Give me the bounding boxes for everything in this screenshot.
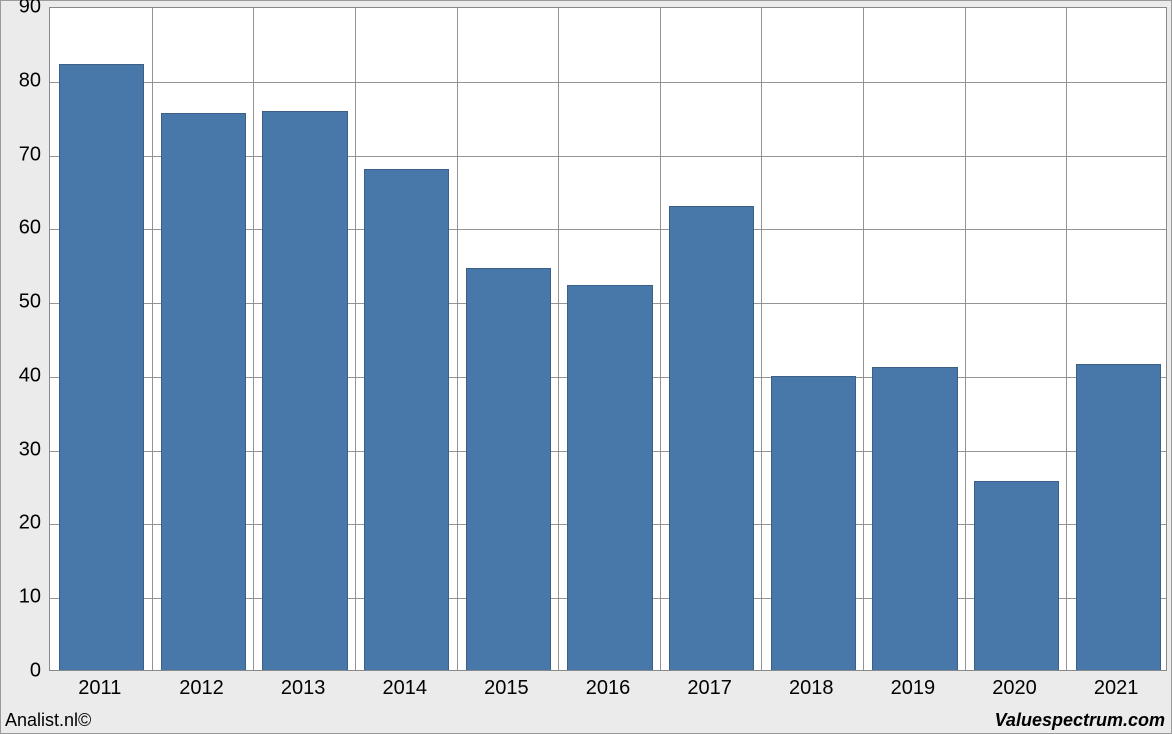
y-tick-label: 10 bbox=[1, 586, 41, 609]
gridline-vertical bbox=[761, 8, 762, 670]
y-tick-label: 0 bbox=[1, 660, 41, 683]
y-tick-label: 90 bbox=[1, 0, 41, 19]
gridline-vertical bbox=[355, 8, 356, 670]
x-tick-label: 2013 bbox=[281, 677, 326, 700]
bar bbox=[872, 367, 957, 670]
plot-area bbox=[49, 7, 1167, 671]
footer-left-text: Analist.nl© bbox=[5, 710, 91, 731]
x-tick-label: 2014 bbox=[382, 677, 427, 700]
bar bbox=[59, 64, 144, 670]
chart-outer-frame: 0 10 20 30 40 50 60 70 80 90 2011 2012 2013 2014 2015… bbox=[0, 0, 1172, 734]
x-tick-label: 2021 bbox=[1094, 677, 1139, 700]
bar bbox=[771, 376, 856, 670]
bar bbox=[567, 285, 652, 670]
gridline-vertical bbox=[558, 8, 559, 670]
gridline-vertical bbox=[152, 8, 153, 670]
x-tick-label: 2015 bbox=[484, 677, 529, 700]
gridline-vertical bbox=[863, 8, 864, 670]
bar bbox=[161, 113, 246, 670]
footer-right-text: Valuespectrum.com bbox=[995, 710, 1165, 731]
bar bbox=[669, 206, 754, 670]
x-tick-label: 2017 bbox=[687, 677, 732, 700]
gridline-vertical bbox=[457, 8, 458, 670]
gridline-vertical bbox=[965, 8, 966, 670]
bar bbox=[364, 169, 449, 670]
y-tick-label: 40 bbox=[1, 364, 41, 387]
x-tick-label: 2011 bbox=[78, 677, 121, 700]
bar bbox=[1076, 364, 1161, 670]
y-tick-label: 20 bbox=[1, 512, 41, 535]
y-tick-label: 60 bbox=[1, 217, 41, 240]
y-tick-label: 80 bbox=[1, 69, 41, 92]
x-tick-label: 2020 bbox=[992, 677, 1037, 700]
y-tick-label: 70 bbox=[1, 143, 41, 166]
y-tick-label: 50 bbox=[1, 291, 41, 314]
bar bbox=[262, 111, 347, 670]
gridline-vertical bbox=[660, 8, 661, 670]
x-tick-label: 2018 bbox=[789, 677, 834, 700]
x-tick-label: 2019 bbox=[891, 677, 936, 700]
x-tick-label: 2012 bbox=[179, 677, 224, 700]
x-tick-label: 2016 bbox=[586, 677, 631, 700]
gridline-vertical bbox=[1066, 8, 1067, 670]
y-tick-label: 30 bbox=[1, 438, 41, 461]
gridline-horizontal bbox=[50, 82, 1166, 83]
bar bbox=[466, 268, 551, 670]
bar bbox=[974, 481, 1059, 670]
gridline-vertical bbox=[253, 8, 254, 670]
